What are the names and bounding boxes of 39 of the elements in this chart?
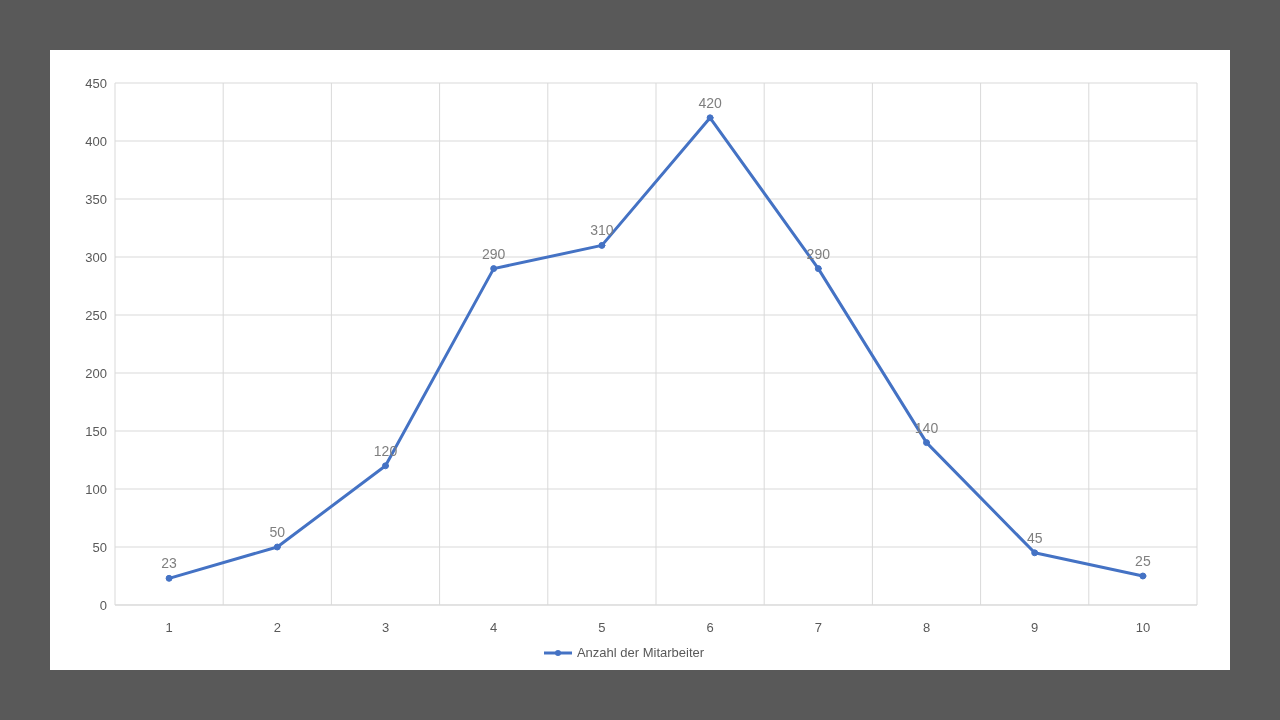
x-tick-label: 5 <box>598 620 606 636</box>
y-tick-label: 150 <box>85 423 107 439</box>
x-tick-label: 6 <box>706 620 714 636</box>
point <box>598 241 606 249</box>
point <box>814 265 822 273</box>
y-tick-label: 50 <box>92 539 107 555</box>
point <box>1031 549 1039 557</box>
x-tick-label: 4 <box>490 620 498 636</box>
point <box>706 114 714 122</box>
y-tick-label: 100 <box>85 481 107 497</box>
x-tick-label: 1 <box>165 620 173 636</box>
y-tick-label: 200 <box>85 365 107 381</box>
legend-label: Anzahl der Mitarbeiter <box>575 645 705 660</box>
y-tick-label: 400 <box>85 133 107 149</box>
data-label: 25 <box>1135 553 1151 569</box>
x-tick-label: 3 <box>381 620 390 636</box>
data-label: 23 <box>161 555 178 572</box>
x-tick-label: 7 <box>814 620 822 636</box>
data-label: 290 <box>482 245 506 262</box>
point <box>923 439 930 447</box>
x-tick-label: 10 <box>1135 620 1151 636</box>
point <box>165 574 173 582</box>
data-label: 290 <box>806 245 831 262</box>
point <box>1139 572 1147 580</box>
x-tick-label: 2 <box>273 620 281 636</box>
data-label: 50 <box>269 524 286 540</box>
x-tick-label: 9 <box>1031 620 1039 636</box>
point <box>490 265 498 273</box>
y-tick-label: 300 <box>85 249 107 265</box>
data-label: 420 <box>698 94 722 111</box>
data-label: 310 <box>590 222 614 239</box>
y-tick-label: 250 <box>85 307 107 323</box>
data-label: 45 <box>1026 529 1043 546</box>
point <box>273 543 281 551</box>
y-tick-label: 450 <box>85 75 107 91</box>
y-tick-label: 0 <box>99 597 107 613</box>
y-tick-label: 350 <box>85 191 107 207</box>
point <box>382 462 389 470</box>
x-tick-label: 8 <box>922 620 931 636</box>
